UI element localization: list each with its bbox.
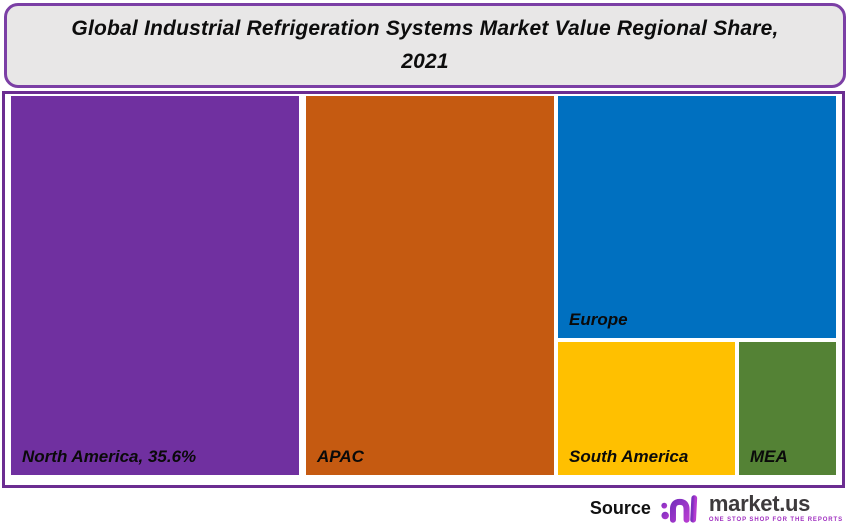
source-label: Source <box>589 497 651 518</box>
chart-title-box: Global Industrial Refrigeration Systems … <box>4 3 846 88</box>
tile-label-mea: MEA <box>750 447 788 466</box>
treemap-tile-north-america: North America, 35.6% <box>11 96 299 475</box>
tile-label-north-america: North America, 35.6% <box>22 447 197 466</box>
chart-title-line-1: Global Industrial Refrigeration Systems … <box>71 16 779 40</box>
marketus-brand: market.us <box>708 491 811 516</box>
chart-title-line-2: 2021 <box>401 49 449 73</box>
treemap-tile-europe: Europe <box>558 96 836 338</box>
treemap-tile-south-america: South America <box>558 342 735 475</box>
source-row: Source market.us ONE STOP SHOP FOR THE R… <box>590 492 843 524</box>
tile-label-apac: APAC <box>317 447 364 466</box>
tile-label-south-america: South America <box>569 447 689 466</box>
marketus-logo-icon <box>661 495 698 523</box>
tile-label-europe: Europe <box>569 310 628 329</box>
marketus-brand-block: market.us ONE STOP SHOP FOR THE REPORTS <box>708 491 843 524</box>
treemap-tile-apac: APAC <box>306 96 554 475</box>
treemap: North America, 35.6% APAC Europe South A… <box>2 91 845 488</box>
treemap-tile-mea: MEA <box>739 342 836 475</box>
marketus-tagline: ONE STOP SHOP FOR THE REPORTS <box>708 517 843 523</box>
